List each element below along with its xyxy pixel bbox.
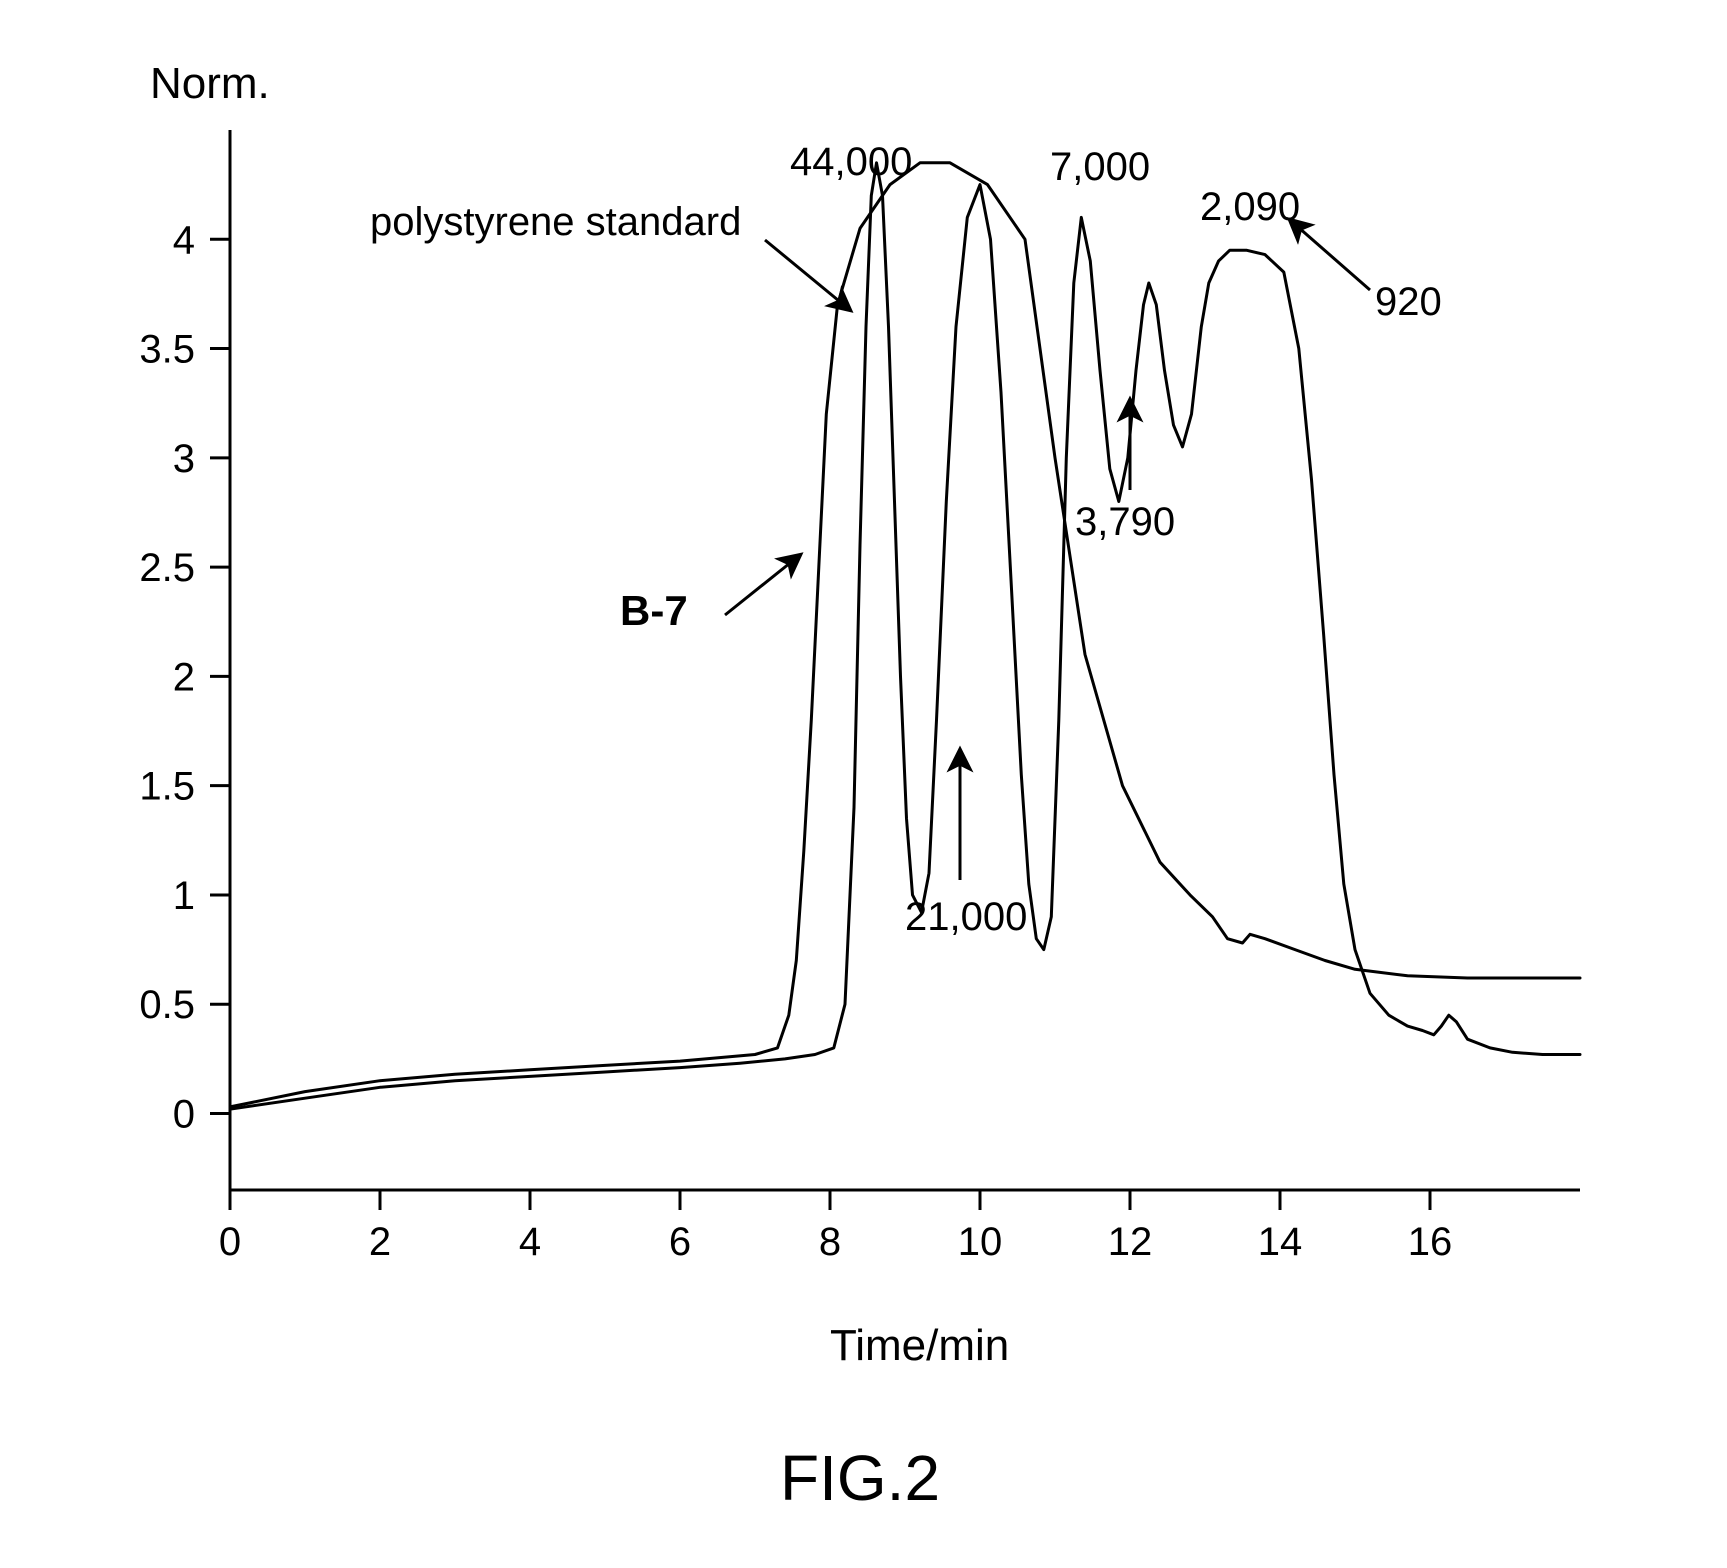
x-ticks: 0 2 4 6 8 10 12 14 16 [219, 1190, 1452, 1264]
x-axis-label: Time/min [830, 1321, 1009, 1370]
svg-text:4: 4 [519, 1220, 541, 1264]
svg-text:2: 2 [173, 655, 195, 699]
label-polystyrene: polystyrene standard [370, 200, 741, 244]
svg-text:1: 1 [173, 874, 195, 918]
peak-label-7000: 7,000 [1050, 145, 1150, 189]
svg-text:2.5: 2.5 [139, 546, 195, 590]
y-axis-label: Norm. [150, 59, 270, 108]
svg-text:6: 6 [669, 1220, 691, 1264]
peak-label-920: 920 [1375, 280, 1442, 324]
peak-label-3790: 3,790 [1075, 500, 1175, 544]
svg-text:10: 10 [958, 1220, 1003, 1264]
svg-text:8: 8 [819, 1220, 841, 1264]
arrow-920 [1290, 220, 1370, 290]
svg-text:4: 4 [173, 218, 195, 262]
peak-label-21000: 21,000 [905, 895, 1027, 939]
svg-text:16: 16 [1408, 1220, 1453, 1264]
arrow-polystyrene [765, 240, 850, 310]
svg-text:0: 0 [173, 1093, 195, 1137]
svg-text:12: 12 [1108, 1220, 1153, 1264]
label-b7: B-7 [620, 587, 688, 634]
y-ticks: 0 0.5 1 1.5 2 2.5 3 3.5 4 [139, 218, 230, 1136]
svg-text:0: 0 [219, 1220, 241, 1264]
peak-label-2090: 2,090 [1200, 185, 1300, 229]
chart-svg: 0 2 4 6 8 10 12 14 16 0 0.5 1 1.5 2 2.5 3 3.5 4 Norm. po… [0, 0, 1727, 1568]
svg-text:3.5: 3.5 [139, 328, 195, 372]
svg-text:1.5: 1.5 [139, 765, 195, 809]
svg-text:3: 3 [173, 437, 195, 481]
svg-text:0.5: 0.5 [139, 983, 195, 1027]
svg-text:2: 2 [369, 1220, 391, 1264]
svg-text:14: 14 [1258, 1220, 1303, 1264]
peak-label-44000: 44,000 [790, 140, 912, 184]
figure-title: FIG.2 [780, 1442, 940, 1514]
arrow-b7 [725, 555, 800, 615]
